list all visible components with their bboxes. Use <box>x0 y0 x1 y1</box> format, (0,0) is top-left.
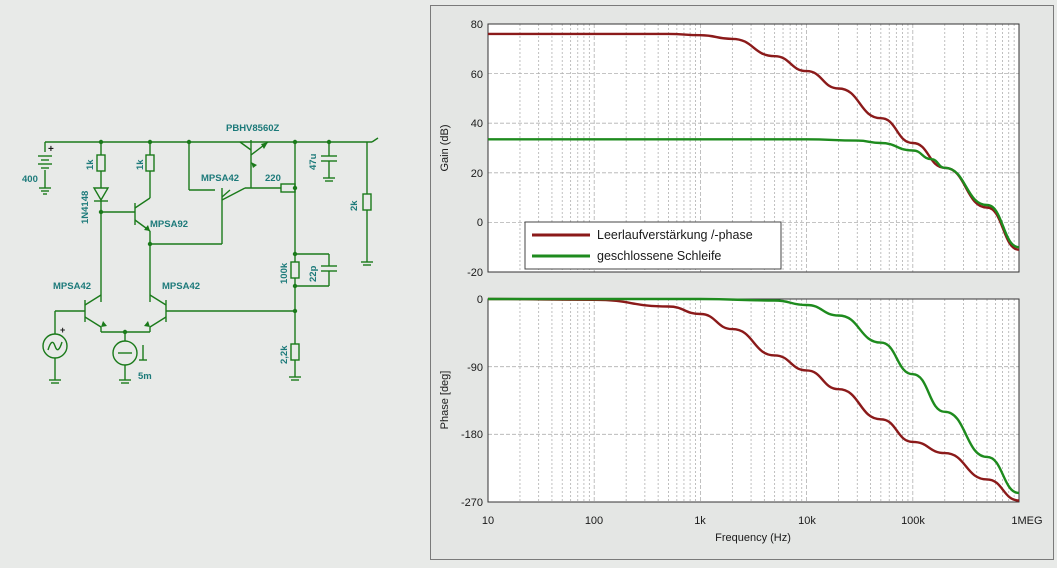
legend-label-closed-loop: geschlossene Schleife <box>597 249 721 263</box>
phase-ytick: 0 <box>477 294 483 306</box>
r-base-label: 220 <box>265 173 281 184</box>
chart-legend: Leerlaufverstärkung /-phase geschlossene… <box>524 221 782 270</box>
phase-plot-frame <box>487 298 1020 503</box>
r-load-label: 2k <box>349 200 360 211</box>
x-tick: 10k <box>798 515 816 527</box>
x-tick: 1MEG <box>1011 515 1042 527</box>
circuit-schematic: + 400 1k 1N4148 1k MPSA92 MPSA42 PBHV856… <box>22 123 379 384</box>
q-left-label: MPSA42 <box>53 281 91 292</box>
q-pnp-label: MPSA92 <box>150 219 188 230</box>
gain-series-closed-loop <box>487 138 1020 249</box>
d1-label: 1N4148 <box>80 191 91 224</box>
bode-plot-panel: 80 60 40 20 0 -20 0 -90 -180 -270 10 100… <box>430 5 1054 560</box>
phase-background <box>488 299 1019 502</box>
c-out-label: 47u <box>308 153 319 170</box>
r-fb-label: 100k <box>279 262 290 284</box>
gain-ytick: -20 <box>467 267 483 279</box>
gain-ytick: 80 <box>471 19 483 31</box>
x-tick: 100k <box>901 515 925 527</box>
gain-ytick: 60 <box>471 69 483 81</box>
gain-ytick: 20 <box>471 168 483 180</box>
r-gnd-label: 2,2k <box>279 345 290 364</box>
phase-ytick: -90 <box>467 362 483 374</box>
phase-ytick: -270 <box>461 497 483 509</box>
isrc-label: 5m <box>138 371 152 382</box>
phase-series-open-loop <box>487 297 1020 502</box>
x-tick: 1k <box>694 515 706 527</box>
legend-label-open-loop: Leerlaufverstärkung /-phase <box>597 228 753 242</box>
r1-label: 1k <box>85 159 96 170</box>
phase-axis-label: Phase [deg] <box>439 371 451 430</box>
battery-label: 400 <box>22 174 38 185</box>
q-right-label: MPSA42 <box>162 281 200 292</box>
gain-ytick: 40 <box>471 118 483 130</box>
svg-text:+: + <box>60 325 65 335</box>
q-mid-label: MPSA42 <box>201 173 239 184</box>
x-axis-label: Frequency (Hz) <box>715 532 791 544</box>
x-tick: 10 <box>482 515 494 527</box>
phase-ytick: -180 <box>461 429 483 441</box>
svg-text:+: + <box>48 144 54 155</box>
gain-ytick: 0 <box>477 217 483 229</box>
gain-axis-label: Gain (dB) <box>439 124 451 171</box>
x-tick: 100 <box>585 515 603 527</box>
phase-series-closed-loop <box>487 297 1020 495</box>
q-out-label: PBHV8560Z <box>226 123 280 134</box>
gain-plot-frame <box>487 23 1020 273</box>
r2-label: 1k <box>135 159 146 170</box>
c-fb-label: 22p <box>308 265 319 282</box>
